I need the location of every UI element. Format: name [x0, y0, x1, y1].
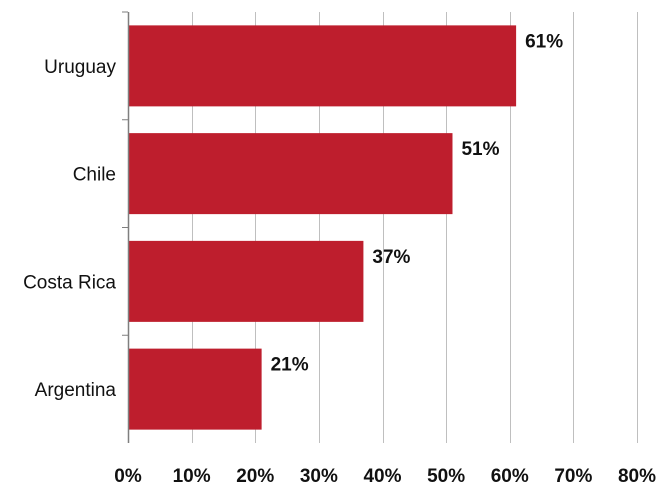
x-tick-label: 20%	[236, 466, 274, 487]
category-label: Costa Rica	[23, 272, 116, 293]
x-tick-label: 10%	[173, 466, 211, 487]
x-tick-label: 0%	[114, 466, 142, 487]
x-tick-label: 60%	[491, 466, 529, 487]
bar	[129, 240, 364, 322]
x-tick-label: 80%	[618, 466, 656, 487]
x-tick-labels: 0% 10% 20% 30% 40% 50% 60% 70% 80%	[114, 466, 656, 487]
x-tick-label: 30%	[300, 466, 338, 487]
bar	[129, 348, 262, 430]
category-label: Uruguay	[44, 57, 116, 78]
category-label: Chile	[73, 165, 116, 186]
y-axis	[122, 11, 130, 443]
x-tick-label: 50%	[427, 466, 465, 487]
data-label: 51%	[461, 139, 499, 160]
x-tick-label: 70%	[554, 466, 592, 487]
data-label: 61%	[525, 31, 563, 52]
bars	[129, 25, 517, 430]
data-label: 37%	[372, 247, 410, 268]
x-tick-label: 40%	[363, 466, 401, 487]
bar	[129, 133, 453, 215]
category-label: Argentina	[35, 380, 117, 401]
bar	[129, 25, 517, 107]
category-labels: Uruguay Chile Costa Rica Argentina	[23, 57, 116, 401]
data-label: 21%	[271, 355, 309, 376]
data-labels: 61% 51% 37% 21%	[271, 31, 564, 375]
